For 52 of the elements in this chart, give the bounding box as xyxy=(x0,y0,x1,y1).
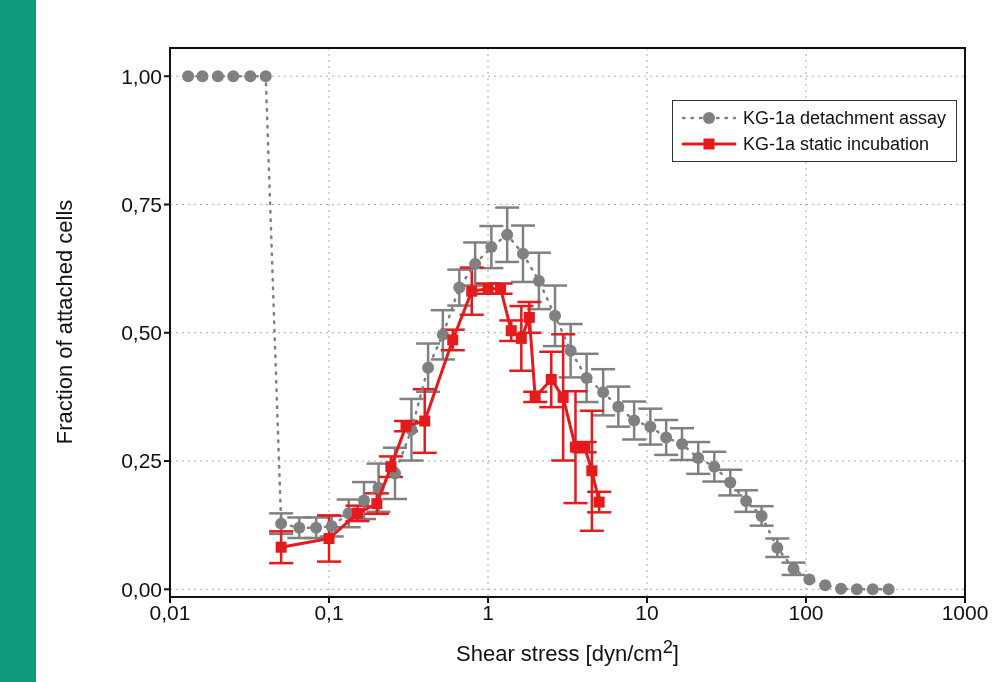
point xyxy=(453,281,466,294)
x-tick-label: 1000 xyxy=(941,600,989,624)
point xyxy=(196,70,209,83)
point xyxy=(293,521,306,534)
point xyxy=(549,309,562,322)
point xyxy=(882,583,895,596)
point xyxy=(676,438,688,451)
point xyxy=(485,241,498,254)
point xyxy=(436,328,449,341)
x-axis-title: Shear stress [dyn/cm$^{2}$] xyxy=(455,636,680,668)
y-tick-label: 1,00 xyxy=(121,64,162,88)
y-tick-label: 0,50 xyxy=(121,321,162,345)
point xyxy=(660,431,673,444)
point xyxy=(612,400,625,413)
y-axis-title: Fraction of attached cells xyxy=(52,198,78,447)
point xyxy=(532,274,545,287)
x-tick-label: 0,01 xyxy=(149,600,191,624)
point xyxy=(755,509,768,522)
point xyxy=(501,228,514,241)
point xyxy=(564,344,577,357)
point xyxy=(644,420,657,433)
point xyxy=(771,541,784,554)
point xyxy=(740,495,753,508)
point xyxy=(182,70,195,83)
point xyxy=(325,520,338,533)
x-tick-label: 10 xyxy=(635,600,659,624)
point xyxy=(708,460,721,473)
point xyxy=(310,521,323,534)
point xyxy=(517,247,529,260)
point xyxy=(628,414,641,427)
point xyxy=(819,579,832,592)
point xyxy=(787,562,800,575)
point xyxy=(422,361,435,374)
point xyxy=(835,582,847,595)
point xyxy=(724,476,737,489)
legend-label: KG-1a static incubation xyxy=(742,133,929,155)
x-tick-label: 1 xyxy=(482,600,494,624)
point xyxy=(692,451,705,464)
point xyxy=(244,70,257,83)
point xyxy=(469,258,482,271)
point xyxy=(358,494,370,507)
point xyxy=(866,583,879,596)
point xyxy=(597,386,610,399)
y-tick-label: 0,00 xyxy=(121,577,162,601)
x-tick-label: 0,1 xyxy=(314,600,344,624)
point xyxy=(803,573,816,586)
y-tick-label: 0,75 xyxy=(121,192,162,216)
x-tick-label: 100 xyxy=(788,600,824,624)
legend-label: KG-1a detachment assay xyxy=(742,107,946,129)
y-tick-label: 0,25 xyxy=(121,449,162,473)
point xyxy=(850,583,863,596)
point xyxy=(580,371,593,384)
